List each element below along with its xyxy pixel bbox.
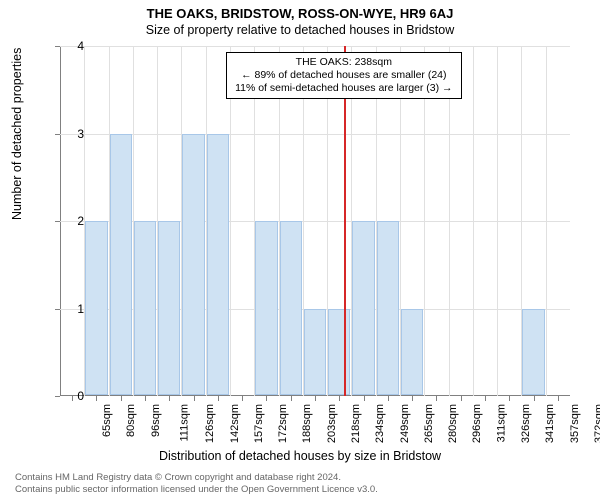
x-tick-label: 249sqm <box>399 404 411 443</box>
bar <box>85 221 107 395</box>
annotation-title: THE OAKS: 238sqm <box>235 56 453 69</box>
x-tick-mark <box>121 396 122 401</box>
bar <box>328 309 350 396</box>
y-tick-label: 1 <box>77 302 84 316</box>
x-tick-mark <box>461 396 462 401</box>
vgrid-line <box>473 46 474 396</box>
annotation-box: THE OAKS: 238sqm← 89% of detached houses… <box>226 52 462 99</box>
bar <box>182 134 204 396</box>
vgrid-line <box>497 46 498 396</box>
x-tick-label: 80sqm <box>125 404 137 437</box>
x-tick-label: 280sqm <box>447 404 459 443</box>
vgrid-line <box>546 46 547 396</box>
x-tick-label: 188sqm <box>302 404 314 443</box>
x-tick-mark <box>266 396 267 401</box>
chart-title: THE OAKS, BRIDSTOW, ROSS-ON-WYE, HR9 6AJ <box>0 6 600 21</box>
x-tick-mark <box>315 396 316 401</box>
hgrid-line <box>60 46 570 47</box>
y-tick-label: 4 <box>77 39 84 53</box>
x-tick-mark <box>485 396 486 401</box>
footer-attribution: Contains HM Land Registry data © Crown c… <box>15 472 378 496</box>
bar <box>158 221 180 395</box>
plot-area: THE OAKS: 238sqm← 89% of detached houses… <box>60 46 570 396</box>
y-tick-mark <box>55 309 60 310</box>
bar <box>207 134 229 396</box>
x-tick-label: 142sqm <box>229 404 241 443</box>
x-tick-mark <box>436 396 437 401</box>
bar <box>280 221 302 395</box>
x-tick-mark <box>194 396 195 401</box>
x-tick-mark <box>339 396 340 401</box>
bar <box>401 309 423 396</box>
x-tick-label: 311sqm <box>495 404 507 442</box>
x-tick-label: 357sqm <box>569 404 581 443</box>
y-tick-label: 0 <box>77 389 84 403</box>
x-tick-mark <box>364 396 365 401</box>
bar <box>377 221 399 395</box>
x-tick-label: 296sqm <box>472 404 484 443</box>
y-tick-mark <box>55 46 60 47</box>
x-tick-mark <box>169 396 170 401</box>
x-tick-label: 218sqm <box>350 404 362 443</box>
footer-line-1: Contains HM Land Registry data © Crown c… <box>15 472 378 484</box>
x-tick-mark <box>72 396 73 401</box>
hgrid-line <box>60 134 570 135</box>
x-tick-label: 172sqm <box>277 404 289 443</box>
x-tick-label: 265sqm <box>423 404 435 443</box>
x-tick-mark <box>242 396 243 401</box>
x-tick-label: 126sqm <box>204 404 216 443</box>
x-tick-mark <box>509 396 510 401</box>
chart-container: THE OAKS, BRIDSTOW, ROSS-ON-WYE, HR9 6AJ… <box>0 0 600 500</box>
x-tick-mark <box>534 396 535 401</box>
x-tick-label: 111sqm <box>179 404 191 442</box>
y-tick-label: 3 <box>77 127 84 141</box>
chart-subtitle: Size of property relative to detached ho… <box>0 23 600 37</box>
x-tick-mark <box>218 396 219 401</box>
title-block: THE OAKS, BRIDSTOW, ROSS-ON-WYE, HR9 6AJ… <box>0 0 600 37</box>
x-tick-label: 372sqm <box>593 404 600 443</box>
x-tick-label: 96sqm <box>150 404 162 437</box>
x-tick-mark <box>388 396 389 401</box>
bar <box>304 309 326 396</box>
x-tick-mark <box>412 396 413 401</box>
y-tick-label: 2 <box>77 214 84 228</box>
x-tick-label: 234sqm <box>374 404 386 443</box>
footer-line-2: Contains public sector information licen… <box>15 484 378 496</box>
bar <box>134 221 156 395</box>
x-tick-mark <box>558 396 559 401</box>
x-tick-mark <box>145 396 146 401</box>
x-tick-label: 65sqm <box>101 404 113 437</box>
y-axis-label: Number of detached properties <box>10 48 24 220</box>
bar <box>255 221 277 395</box>
y-tick-mark <box>55 221 60 222</box>
bar <box>522 309 544 396</box>
annotation-line-2: ← 89% of detached houses are smaller (24… <box>235 69 453 82</box>
x-tick-mark <box>96 396 97 401</box>
annotation-line-3: 11% of semi-detached houses are larger (… <box>235 82 453 95</box>
y-tick-mark <box>55 134 60 135</box>
bar <box>110 134 132 396</box>
x-tick-label: 326sqm <box>520 404 532 443</box>
x-tick-label: 341sqm <box>544 404 556 443</box>
x-tick-label: 203sqm <box>326 404 338 443</box>
bar <box>352 221 374 395</box>
x-tick-label: 157sqm <box>253 404 265 443</box>
x-axis-label: Distribution of detached houses by size … <box>0 449 600 463</box>
y-tick-mark <box>55 396 60 397</box>
x-tick-mark <box>291 396 292 401</box>
